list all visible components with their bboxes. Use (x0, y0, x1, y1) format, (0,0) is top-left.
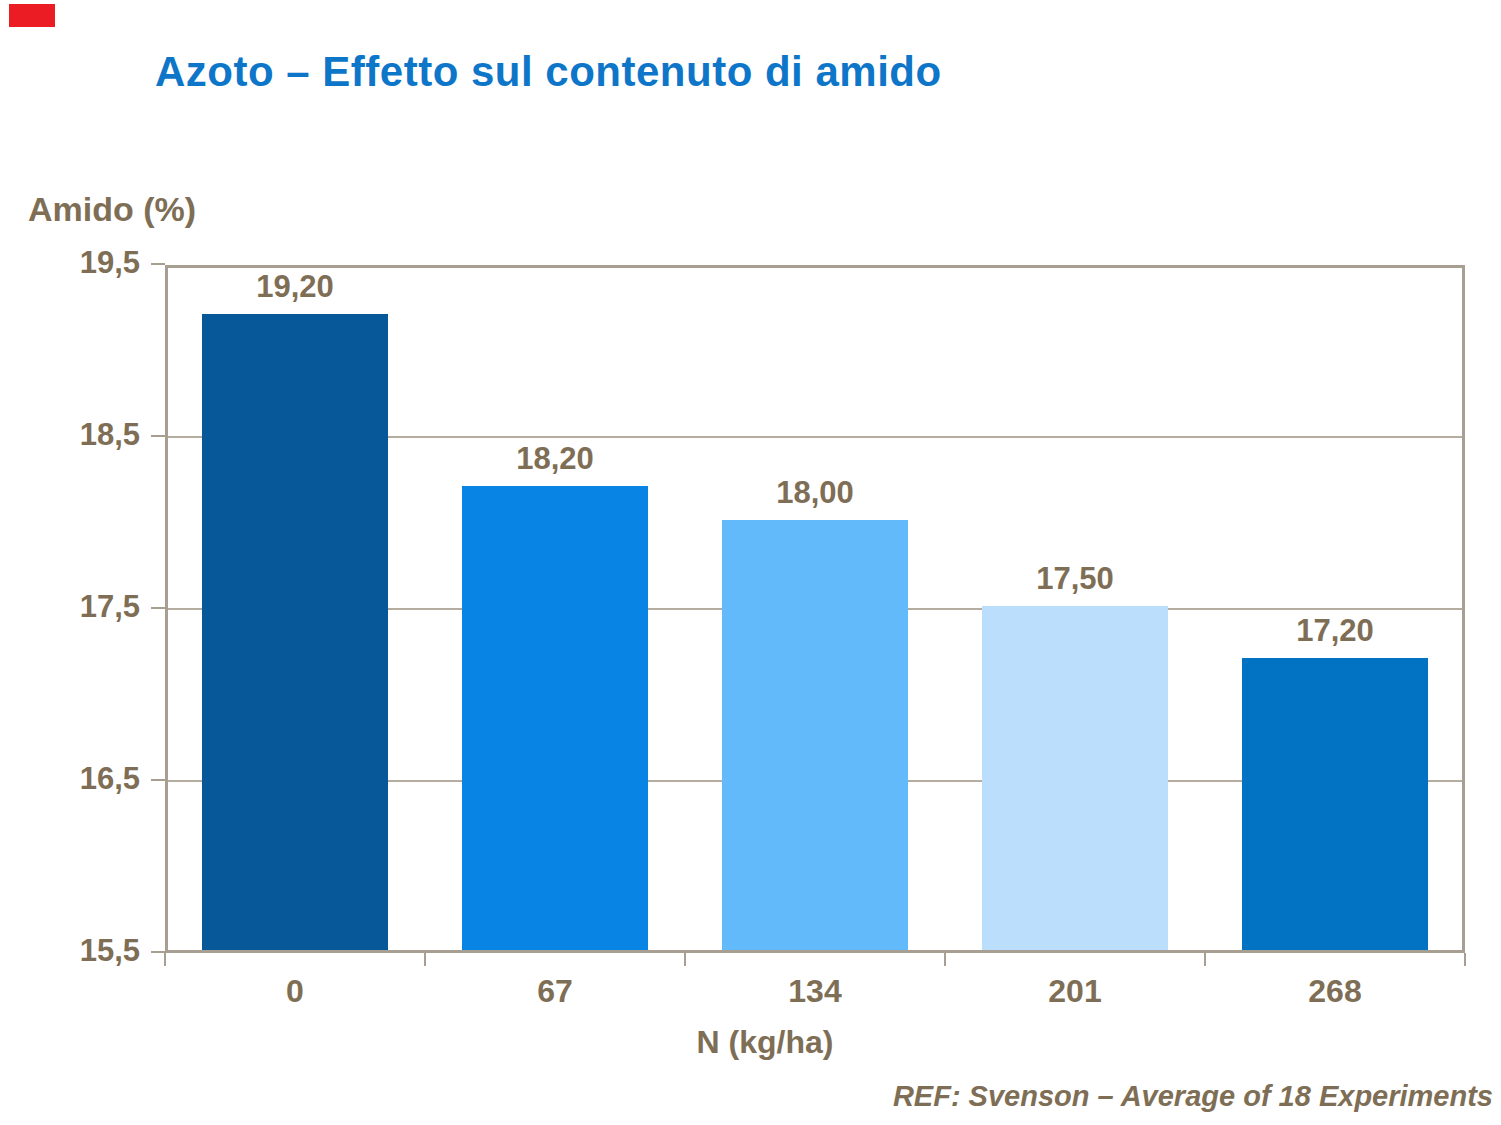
y-tick-label: 16,5 (20, 762, 140, 796)
chart-title: Azoto – Effetto sul contenuto di amido (155, 48, 942, 96)
x-axis-title: N (kg/ha) (165, 1024, 1365, 1061)
bar (202, 314, 388, 950)
x-tick-mark (1204, 953, 1206, 966)
x-tick-mark (164, 953, 166, 966)
plot-area (165, 265, 1465, 953)
y-tick-mark (151, 779, 165, 781)
y-tick-label: 17,5 (20, 590, 140, 624)
slide: Azoto – Effetto sul contenuto di amido A… (0, 0, 1501, 1125)
y-tick-mark (151, 435, 165, 437)
bar (1242, 658, 1428, 950)
x-tick-mark (424, 953, 426, 966)
x-tick-mark (1464, 953, 1466, 966)
x-tick-label: 0 (165, 971, 425, 1011)
bar (462, 486, 648, 950)
x-tick-mark (684, 953, 686, 966)
bar-value-label: 18,00 (725, 475, 905, 511)
bar-value-label: 17,20 (1245, 613, 1425, 649)
y-tick-mark (151, 951, 165, 953)
y-tick-mark (151, 607, 165, 609)
red-corner-block (9, 4, 55, 27)
y-tick-label: 19,5 (20, 246, 140, 280)
x-tick-label: 67 (425, 971, 685, 1011)
bar-value-label: 19,20 (205, 269, 385, 305)
bar (982, 606, 1168, 950)
x-tick-label: 201 (945, 971, 1205, 1011)
bar-value-label: 18,20 (465, 441, 645, 477)
x-tick-label: 134 (685, 971, 945, 1011)
reference-note: REF: Svenson – Average of 18 Experiments (400, 1080, 1493, 1113)
y-axis-title: Amido (%) (28, 190, 196, 229)
y-tick-mark (151, 263, 165, 265)
bar (722, 520, 908, 950)
y-tick-label: 18,5 (20, 418, 140, 452)
x-tick-label: 268 (1205, 971, 1465, 1011)
x-tick-mark (944, 953, 946, 966)
y-tick-label: 15,5 (20, 934, 140, 968)
bar-value-label: 17,50 (985, 561, 1165, 597)
